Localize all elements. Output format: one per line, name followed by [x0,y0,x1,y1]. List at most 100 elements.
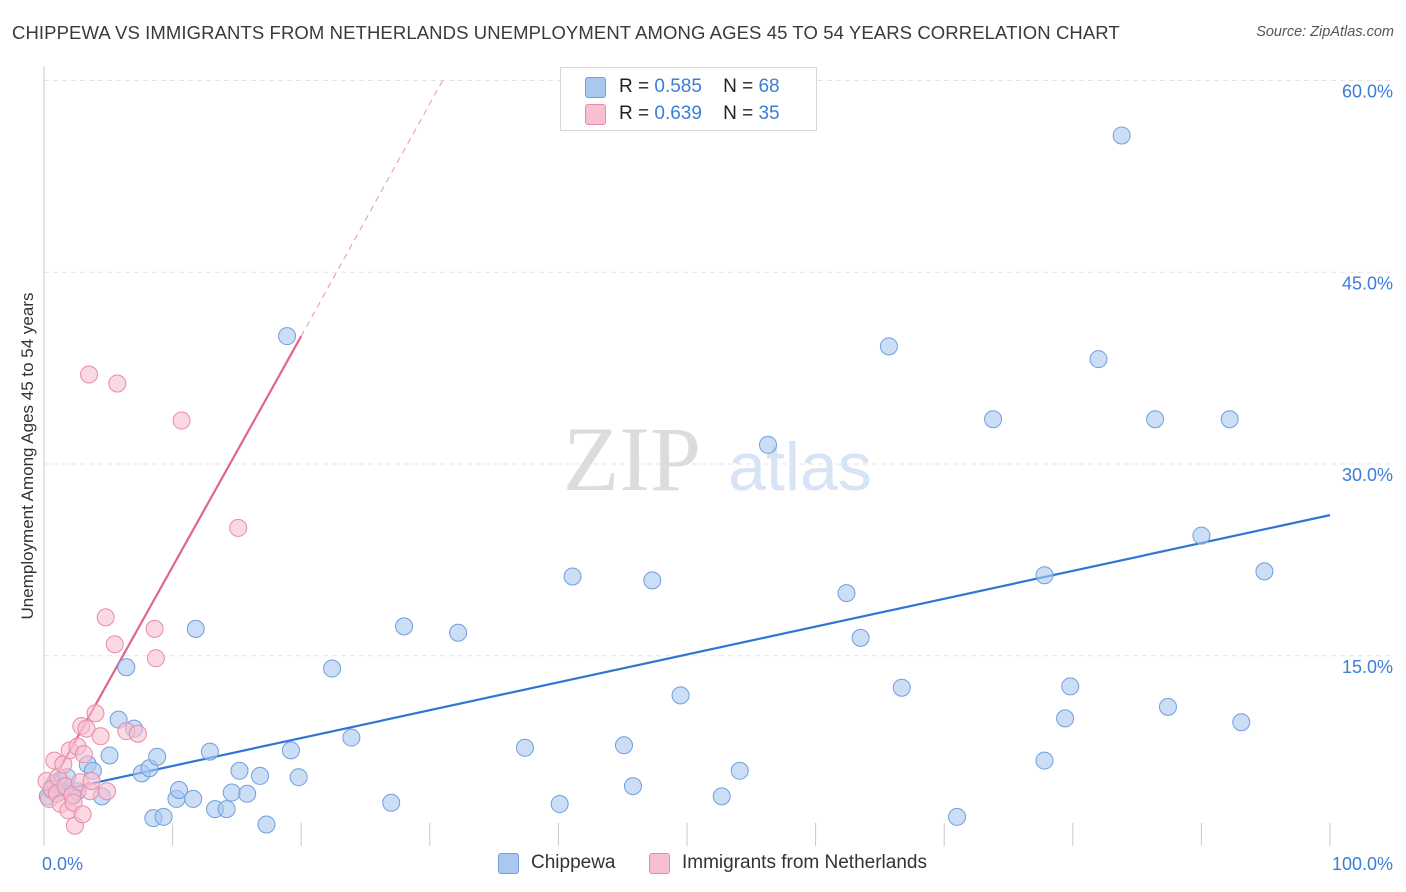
point-chippewa [184,789,203,808]
legend-r-value: 0.639 [654,103,702,124]
legend-r-label: R = [619,103,650,124]
watermark-zip: ZIP [563,408,701,510]
point-chippewa [200,742,219,761]
point-chippewa [892,678,911,697]
point-chippewa [251,766,270,785]
point-chippewa [281,741,300,760]
point-chippewa [342,728,361,747]
legend-n-value: 68 [758,76,780,97]
tick-labels: 15.0% 30.0% 45.0% 60.0% 0.0% 100.0% [42,82,1393,875]
y-tick-label: 30.0% [1342,465,1393,485]
point-chippewa [1255,562,1274,581]
y-tick-label: 45.0% [1342,273,1393,293]
data-points [37,126,1274,835]
point-chippewa [382,793,401,812]
legend-r-label: R = [619,76,650,97]
watermark-atlas: atlas [728,429,872,505]
axes [43,66,1331,846]
point-chippewa [851,628,870,647]
point-netherlands [105,635,124,654]
point-netherlands [108,374,127,393]
point-chippewa [289,768,308,787]
point-chippewa [759,435,778,454]
point-chippewa [1112,126,1131,145]
point-netherlands [229,518,248,537]
point-chippewa [449,623,468,642]
point-chippewa [614,736,633,755]
point-chippewa [623,777,642,796]
point-chippewa [948,807,967,826]
point-chippewa [1158,697,1177,716]
point-chippewa [186,619,205,638]
point-chippewa [515,738,534,757]
point-chippewa [148,747,167,766]
chart-title: CHIPPEWA VS IMMIGRANTS FROM NETHERLANDS … [12,22,1120,43]
point-chippewa [154,807,173,826]
source-label: Source: ZipAtlas.com [1256,24,1394,40]
point-chippewa [257,815,276,834]
point-netherlands [172,411,191,430]
point-chippewa [643,571,662,590]
point-chippewa [1061,677,1080,696]
point-netherlands [128,724,147,743]
point-chippewa [563,567,582,586]
point-netherlands [74,745,93,764]
point-chippewa [323,659,342,678]
point-chippewa [837,584,856,603]
legend-swatch-chippewa [498,852,519,874]
legend-row-netherlands: R = 0.639 N = 35 [585,102,780,126]
legend-row-chippewa: R = 0.585 N = 68 [585,75,780,99]
point-chippewa [217,800,236,819]
legend-r-value: 0.585 [654,76,702,97]
point-netherlands [77,719,96,738]
point-chippewa [100,746,119,765]
legend-label-netherlands: Immigrants from Netherlands [682,852,927,873]
legend-n-label: N = [723,103,754,124]
x-tick-label: 100.0% [1332,854,1393,874]
point-netherlands [146,649,165,668]
gridlines [44,80,1394,657]
point-chippewa [1035,566,1054,585]
point-chippewa [278,327,297,346]
series-legend: Chippewa Immigrants from Netherlands [0,852,1406,878]
point-chippewa [395,617,414,636]
trend-extension-netherlands [300,80,444,337]
point-chippewa [1232,713,1251,732]
point-chippewa [170,780,189,799]
trend-line-chippewa [43,514,1331,795]
watermark: ZIP atlas [563,408,872,510]
legend-item-chippewa[interactable]: Chippewa [498,852,616,874]
legend-item-netherlands[interactable]: Immigrants from Netherlands [649,852,927,874]
legend-swatch-chippewa [585,76,606,98]
point-chippewa [1146,410,1165,429]
point-chippewa [730,761,749,780]
point-chippewa [238,784,257,803]
point-chippewa [550,795,569,814]
x-tick-label: 0.0% [42,854,83,874]
point-chippewa [1192,526,1211,545]
point-chippewa [222,783,241,802]
point-chippewa [712,787,731,806]
point-netherlands [82,772,101,791]
point-netherlands [96,608,115,627]
point-netherlands [91,727,110,746]
point-chippewa [671,686,690,705]
point-chippewa [117,658,136,677]
legend-label-chippewa: Chippewa [531,852,616,873]
legend-n-label: N = [723,76,754,97]
y-tick-label: 60.0% [1342,82,1393,102]
correlation-legend: R = 0.585 N = 68 R = 0.639 N = 35 [560,67,817,131]
point-chippewa [1089,350,1108,369]
y-tick-label: 15.0% [1342,657,1393,677]
legend-n-value: 35 [758,103,780,124]
point-chippewa [879,337,898,356]
point-chippewa [984,410,1003,429]
point-netherlands [98,782,117,801]
legend-swatch-netherlands [585,103,606,125]
point-chippewa [1220,410,1239,429]
legend-swatch-netherlands [649,852,670,874]
point-chippewa [230,761,249,780]
point-netherlands [73,805,92,824]
point-netherlands [145,619,164,638]
